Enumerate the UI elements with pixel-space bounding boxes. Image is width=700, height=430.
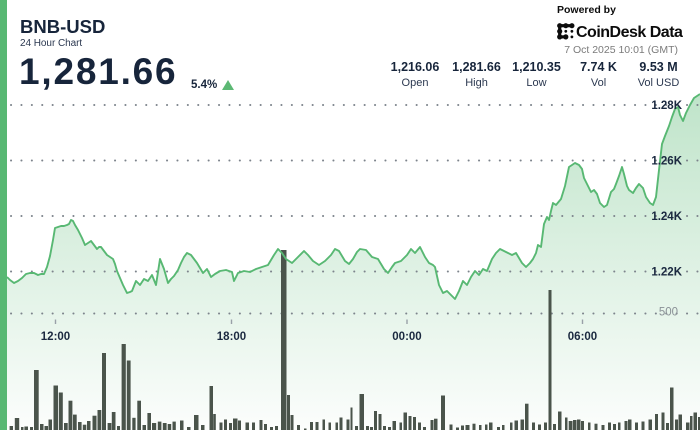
svg-text:18:00: 18:00 — [217, 331, 246, 343]
svg-text:00:00: 00:00 — [392, 331, 421, 343]
svg-text:1.24K: 1.24K — [651, 211, 682, 223]
svg-text:06:00: 06:00 — [568, 331, 597, 343]
svg-text:1.22K: 1.22K — [651, 267, 682, 279]
svg-text:12:00: 12:00 — [41, 331, 70, 343]
svg-text:500: 500 — [659, 307, 678, 319]
svg-text:1.26K: 1.26K — [651, 156, 682, 168]
svg-text:1.28K: 1.28K — [651, 100, 682, 112]
